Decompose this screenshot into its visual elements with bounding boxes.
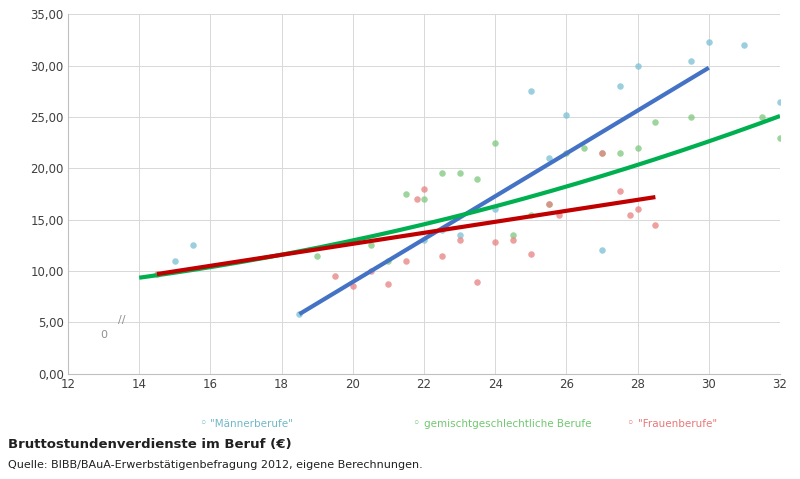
Point: [418, 236, 430, 244]
Point: [595, 247, 609, 254]
Point: [631, 62, 644, 69]
Point: [774, 134, 786, 141]
Point: [382, 281, 395, 288]
Point: [553, 211, 566, 218]
Point: [774, 98, 786, 105]
Point: [453, 170, 466, 177]
Point: [685, 57, 698, 64]
Point: [595, 149, 609, 157]
Point: [293, 310, 306, 318]
Text: //: //: [118, 315, 125, 325]
Point: [506, 236, 519, 244]
Text: gemischtgeschlechtliche Berufe: gemischtgeschlechtliche Berufe: [424, 419, 591, 429]
Point: [346, 283, 359, 290]
Point: [364, 241, 377, 249]
Point: [506, 231, 519, 239]
Point: [453, 236, 466, 244]
Point: [614, 82, 626, 90]
Text: Bruttostundenverdienste im Beruf (€): Bruttostundenverdienste im Beruf (€): [8, 438, 292, 451]
Point: [542, 154, 555, 162]
Text: ◦: ◦: [198, 417, 206, 431]
Text: "Männerberufe": "Männerberufe": [210, 419, 294, 429]
Point: [400, 190, 413, 198]
Point: [382, 257, 395, 264]
Point: [685, 113, 698, 121]
Point: [560, 149, 573, 157]
Point: [489, 139, 502, 147]
Text: Quelle: BIBB/BAuA-Erwerbstätigenbefragung 2012, eigene Berechnungen.: Quelle: BIBB/BAuA-Erwerbstätigenbefragun…: [8, 460, 422, 470]
Point: [525, 88, 538, 95]
Point: [435, 252, 448, 260]
Point: [489, 239, 502, 246]
Text: 0: 0: [100, 330, 107, 340]
Point: [702, 38, 715, 46]
Point: [631, 144, 644, 152]
Point: [310, 252, 323, 260]
Point: [649, 221, 662, 228]
Point: [542, 200, 555, 208]
Point: [525, 250, 538, 257]
Point: [364, 267, 377, 275]
Point: [489, 205, 502, 213]
Point: [756, 113, 769, 121]
Point: [471, 278, 484, 286]
Point: [614, 149, 626, 157]
Point: [614, 187, 626, 195]
Point: [525, 211, 538, 218]
Point: [631, 205, 644, 213]
Point: [738, 41, 751, 49]
Point: [418, 195, 430, 203]
Point: [410, 195, 423, 203]
Point: [435, 226, 448, 234]
Point: [649, 118, 662, 126]
Text: "Frauenberufe": "Frauenberufe": [638, 419, 717, 429]
Point: [186, 241, 199, 249]
Text: ◦: ◦: [626, 417, 634, 431]
Text: ◦: ◦: [412, 417, 420, 431]
Point: [578, 144, 590, 152]
Point: [471, 175, 484, 182]
Point: [453, 231, 466, 239]
Point: [435, 170, 448, 177]
Point: [329, 272, 342, 280]
Point: [624, 211, 637, 218]
Point: [418, 185, 430, 193]
Point: [542, 200, 555, 208]
Point: [168, 257, 181, 264]
Point: [595, 149, 609, 157]
Point: [150, 270, 163, 278]
Point: [400, 257, 413, 264]
Point: [560, 111, 573, 119]
